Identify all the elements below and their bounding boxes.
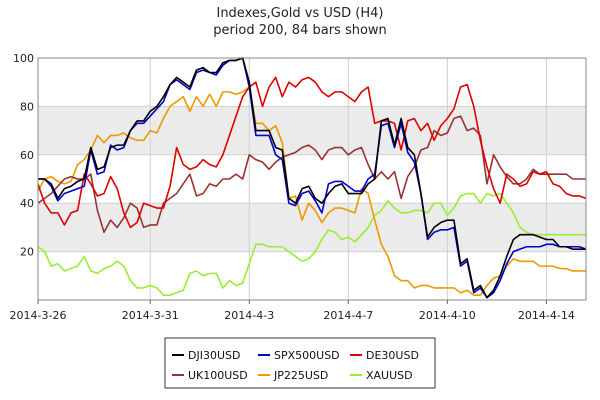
series-line-spx500usd: [38, 57, 587, 299]
series-line-jp225usd: [37, 86, 586, 296]
chart-title: Indexes,Gold vs USD (H4): [216, 6, 383, 21]
y-tick-label: 40: [20, 197, 34, 210]
x-tick-label: 2014-3-26: [10, 309, 67, 322]
series-line-xauusd: [37, 192, 586, 296]
x-tick-label: 2014-4-7: [323, 309, 373, 322]
y-axis-ticks: 20 40 60 80 100: [13, 52, 34, 259]
x-tick-label: 2014-3-31: [122, 309, 179, 322]
gridlines: [37, 57, 586, 300]
series-group: [37, 57, 587, 299]
background-bands: [38, 106, 586, 252]
x-tick-label: 2014-4-10: [419, 309, 476, 322]
x-tick-label: 2014-4-14: [518, 309, 575, 322]
plot-frame: [37, 57, 587, 301]
series-line-de30usd: [37, 76, 587, 229]
chart-subtitle: period 200, 84 bars shown: [213, 23, 387, 38]
y-tick-label: 100: [13, 52, 34, 65]
legend-label: SPX500USD: [274, 349, 340, 362]
series-line-dji30usd: [38, 57, 586, 299]
legend-label: DE30USD: [366, 349, 419, 362]
series-line-uk100usd: [37, 115, 586, 234]
y-tick-label: 20: [20, 246, 34, 259]
y-tick-label: 60: [20, 149, 34, 162]
legend-box: [164, 337, 436, 389]
legend: DJI30USD SPX500USD DE30USD UK100USD JP225USD…: [164, 337, 436, 389]
y-tick-label: 80: [20, 100, 34, 113]
legend-label: XAUUSD: [366, 369, 413, 382]
grid-band: [38, 203, 586, 252]
legend-label: DJI30USD: [188, 349, 240, 362]
x-tick-label: 2014-4-3: [224, 309, 274, 322]
x-axis-ticks: 2014-3-26 2014-3-31 2014-4-3 2014-4-7 2014-4…: [10, 300, 575, 322]
legend-label: JP225USD: [273, 369, 328, 382]
legend-label: UK100USD: [188, 369, 248, 382]
